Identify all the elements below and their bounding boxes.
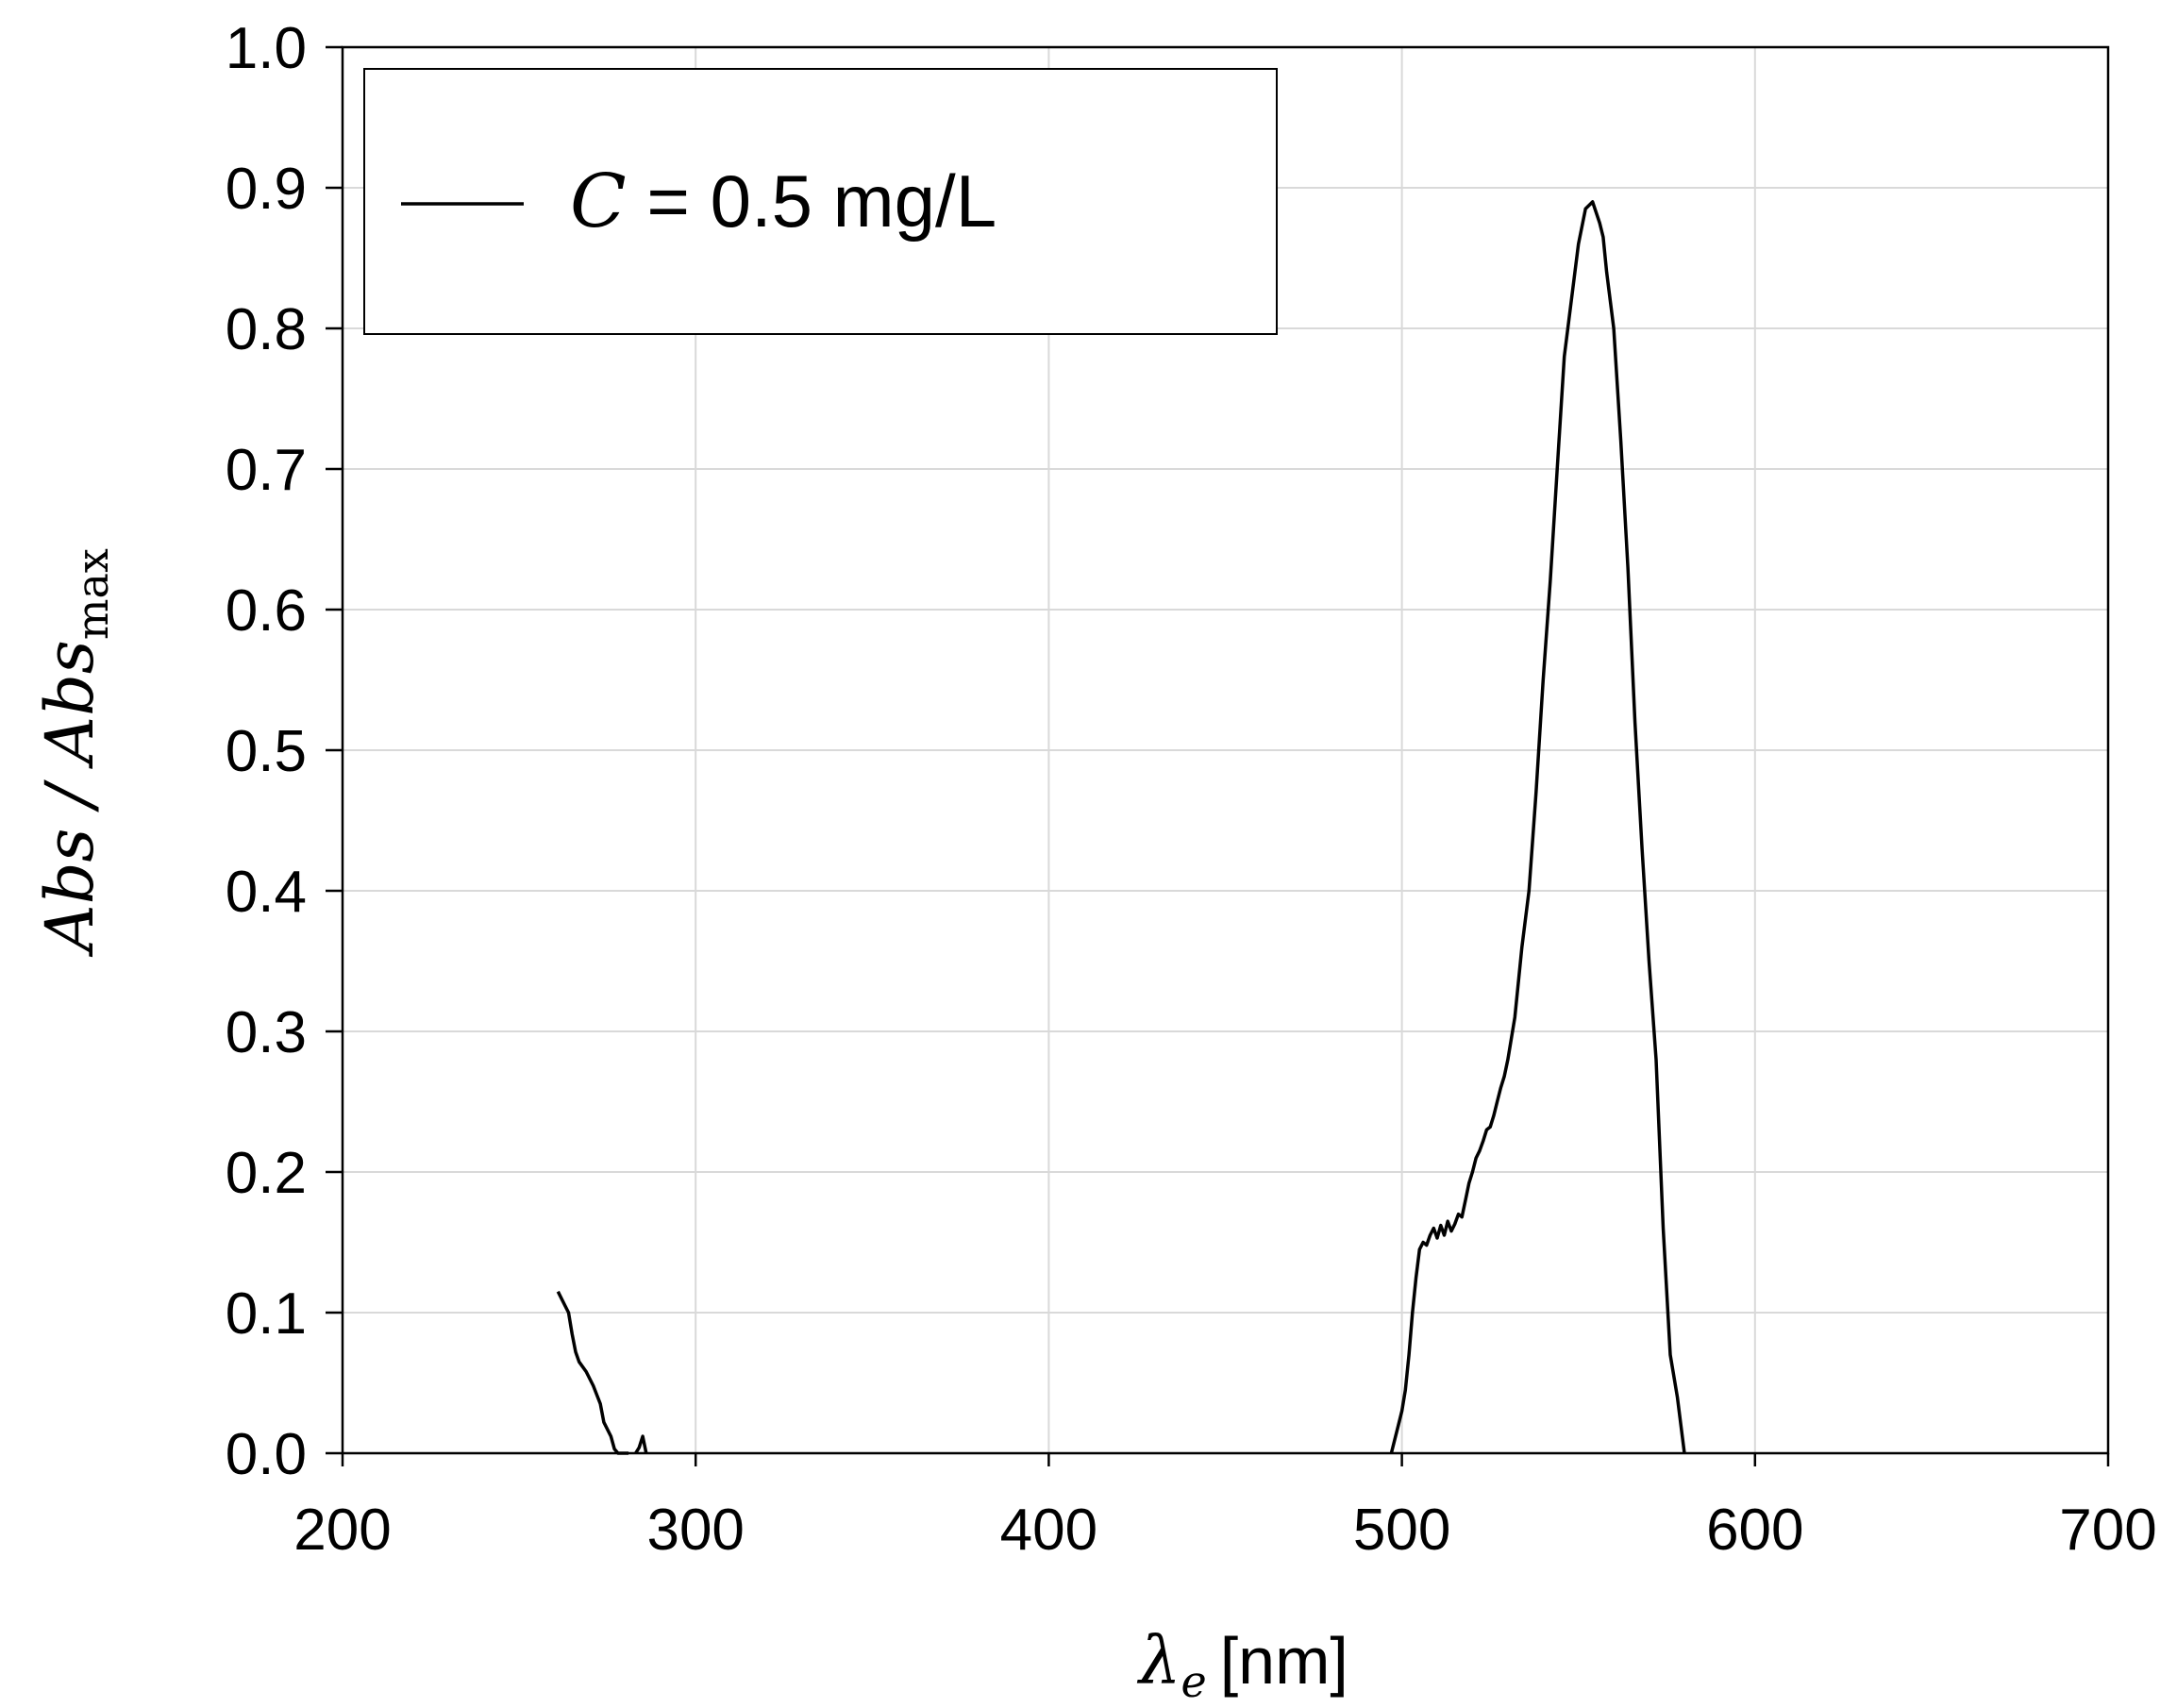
y-tick-label: 0.8	[226, 297, 307, 362]
y-tick-label: 0.9	[226, 157, 307, 222]
legend: C = 0.5 mg/L	[363, 68, 1278, 335]
y-tick-label: 1.0	[226, 16, 307, 81]
y-tick-label: 0.6	[226, 578, 307, 644]
x-axis-unit: [nm]	[1220, 1624, 1348, 1698]
legend-box	[363, 68, 1278, 335]
y-axis-separator: /	[31, 763, 109, 828]
ticks: 200 300 400 500 600 700 0.0 0.1 0.2 0.3 0.4 0.5 0.6 0…	[226, 16, 2157, 1563]
x-tick-label: 700	[2059, 1498, 2156, 1563]
x-tick-label: 500	[1353, 1498, 1450, 1563]
y-axis-title: Abs / Absmax	[31, 548, 118, 958]
series-line-segment	[634, 1434, 648, 1454]
y-tick-label: 0.5	[226, 719, 307, 784]
x-tick-label: 300	[646, 1498, 744, 1563]
y-axis-subscript: max	[67, 548, 118, 640]
series-line-segment	[556, 1290, 629, 1455]
x-tick-label: 400	[1000, 1498, 1097, 1563]
y-tick-label: 0.3	[226, 1000, 307, 1065]
y-tick-label: 0.2	[226, 1141, 307, 1206]
x-axis-symbol: λ	[1136, 1622, 1181, 1700]
x-axis-subscript: e	[1181, 1656, 1207, 1707]
legend-label: C = 0.5 mg/L	[570, 159, 996, 244]
y-tick-label: 0.0	[226, 1422, 307, 1487]
x-axis-title: λe [nm]	[1136, 1622, 1348, 1707]
y-tick-label: 0.1	[226, 1281, 307, 1347]
x-tick-label: 600	[1706, 1498, 1803, 1563]
x-tick-label: 200	[293, 1498, 391, 1563]
series-layer	[556, 200, 1686, 1455]
y-axis-numerator: Abs	[31, 829, 109, 958]
legend-symbol: C	[570, 159, 627, 244]
series-line-segment	[1389, 200, 1686, 1454]
y-tick-label: 0.4	[226, 860, 307, 925]
y-axis-denominator: Abs	[31, 640, 109, 769]
legend-value: = 0.5 mg/L	[627, 159, 996, 243]
y-tick-label: 0.7	[226, 438, 307, 503]
